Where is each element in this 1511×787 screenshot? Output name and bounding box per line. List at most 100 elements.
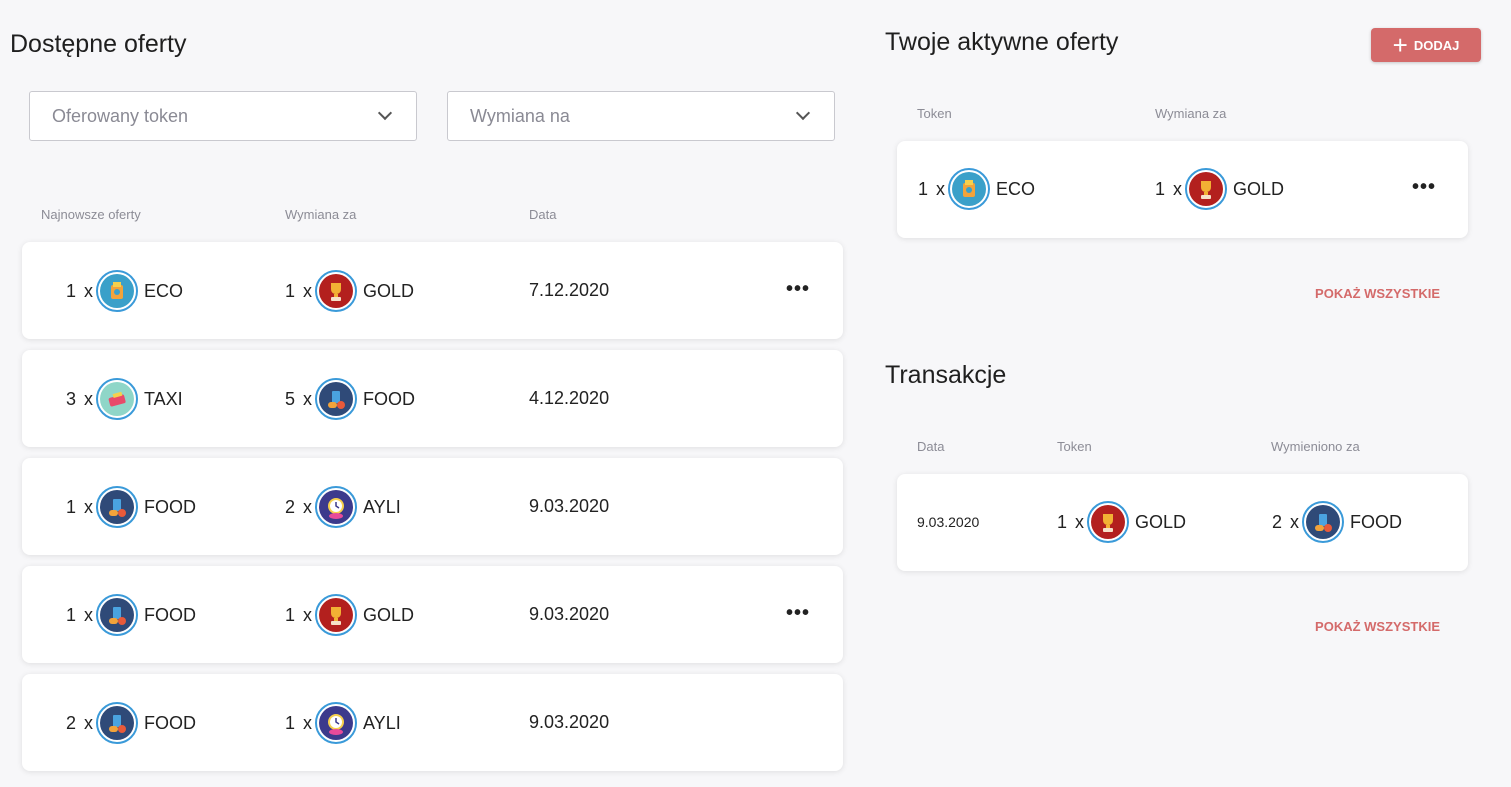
exchange-token-placeholder: Wymiana na bbox=[470, 105, 570, 126]
taxi-token-icon bbox=[96, 378, 139, 420]
offered-token-name: FOOD bbox=[144, 496, 197, 517]
offered-token: 1 x FOOD bbox=[66, 594, 196, 636]
available-offers-title: Dostępne oferty bbox=[10, 30, 187, 58]
times-sign: x bbox=[303, 496, 313, 517]
add-offer-button[interactable]: + DODAJ bbox=[1371, 28, 1481, 62]
offer-date: 4.12.2020 bbox=[529, 388, 610, 408]
add-offer-label: DODAJ bbox=[1413, 37, 1460, 53]
food-token-icon bbox=[315, 378, 358, 420]
offered-token: 1 x ECO bbox=[918, 168, 1035, 210]
times-sign: x bbox=[84, 496, 94, 517]
user-panel: Twoje aktywne oferty + DODAJ Token Wymia… bbox=[885, 0, 1485, 787]
food-token-icon bbox=[96, 486, 139, 528]
offered-token-select[interactable]: Oferowany token bbox=[29, 91, 417, 141]
column-header-token: Token bbox=[1057, 439, 1092, 454]
offered-token-name: ECO bbox=[996, 178, 1036, 199]
offer-row[interactable]: 1 x FOOD 2 x AYLI 9.03.2020 bbox=[22, 458, 843, 555]
food-token-icon bbox=[96, 594, 139, 636]
exchange-qty: 5 bbox=[285, 388, 296, 409]
transaction-date: 9.03.2020 bbox=[917, 514, 980, 530]
times-sign: x bbox=[1290, 511, 1300, 532]
eco-token-icon bbox=[96, 270, 139, 312]
offered-qty: 1 bbox=[66, 280, 77, 301]
exchange-token: 1 x GOLD bbox=[1155, 168, 1284, 210]
times-sign: x bbox=[84, 712, 94, 733]
exchange-qty: 1 bbox=[1155, 178, 1166, 199]
times-sign: x bbox=[303, 388, 313, 409]
offered-qty: 1 bbox=[918, 178, 929, 199]
offered-token-name: ECO bbox=[144, 280, 184, 301]
times-sign: x bbox=[84, 280, 94, 301]
column-header-date: Data bbox=[529, 207, 557, 222]
offer-row[interactable]: 1 x ECO 1 x GOLD 7.12.2020 ••• bbox=[22, 242, 843, 339]
transaction-row[interactable]: 9.03.2020 1 x GOLD 2 x FOOD bbox=[897, 474, 1468, 571]
ayli-token-icon bbox=[315, 486, 358, 528]
exchange-token-select[interactable]: Wymiana na bbox=[447, 91, 835, 141]
more-options-icon[interactable]: ••• bbox=[786, 278, 811, 300]
chevron-down-icon bbox=[795, 105, 811, 121]
transaction-exchanged-token: 2 x FOOD bbox=[1272, 501, 1402, 543]
offer-row[interactable]: 2 x FOOD 1 x AYLI 9.03.2020 bbox=[22, 674, 843, 771]
offer-date: 7.12.2020 bbox=[529, 280, 610, 300]
food-token-icon bbox=[1302, 501, 1345, 543]
offered-token: 1 x ECO bbox=[66, 270, 183, 312]
times-sign: x bbox=[84, 604, 94, 625]
transactions-title: Transakcje bbox=[885, 361, 1007, 389]
times-sign: x bbox=[1173, 178, 1183, 199]
offered-qty: 3 bbox=[66, 388, 77, 409]
column-header-token: Token bbox=[917, 106, 952, 121]
gold-token-icon bbox=[1185, 168, 1228, 210]
exchanged-token-name: FOOD bbox=[1350, 511, 1403, 532]
exchange-token-name: AYLI bbox=[363, 496, 401, 517]
active-offers-title: Twoje aktywne oferty bbox=[885, 28, 1119, 56]
show-all-active-offers-link[interactable]: POKAŻ WSZYSTKIE bbox=[1315, 286, 1440, 301]
times-sign: x bbox=[303, 280, 313, 301]
exchange-qty: 1 bbox=[285, 280, 296, 301]
offered-qty: 1 bbox=[66, 496, 77, 517]
show-all-transactions-link[interactable]: POKAŻ WSZYSTKIE bbox=[1315, 619, 1440, 634]
exchange-token: 5 x FOOD bbox=[285, 378, 415, 420]
more-options-icon[interactable]: ••• bbox=[1412, 176, 1437, 198]
offered-token-name: TAXI bbox=[144, 388, 183, 409]
exchange-qty: 1 bbox=[285, 604, 296, 625]
offer-row[interactable]: 1 x FOOD 1 x GOLD 9.03.2020 ••• bbox=[22, 566, 843, 663]
exchange-token-name: FOOD bbox=[363, 388, 416, 409]
exchange-token-name: GOLD bbox=[1233, 178, 1285, 199]
times-sign: x bbox=[936, 178, 946, 199]
offered-token-placeholder: Oferowany token bbox=[52, 105, 189, 126]
times-sign: x bbox=[303, 604, 313, 625]
column-header-exchanged: Wymieniono za bbox=[1271, 439, 1360, 454]
offered-token: 3 x TAXI bbox=[66, 378, 183, 420]
gold-token-icon bbox=[1087, 501, 1130, 543]
exchange-token: 2 x AYLI bbox=[285, 486, 401, 528]
offered-token-name: FOOD bbox=[144, 712, 197, 733]
active-offer-row[interactable]: 1 x ECO 1 x GOLD ••• bbox=[897, 141, 1468, 238]
eco-token-icon bbox=[948, 168, 991, 210]
ayli-token-icon bbox=[315, 702, 358, 744]
offer-date: 9.03.2020 bbox=[529, 496, 610, 516]
column-header-newest: Najnowsze oferty bbox=[41, 207, 141, 222]
transaction-token: 1 x GOLD bbox=[1057, 501, 1186, 543]
token-name: GOLD bbox=[1135, 511, 1187, 532]
offer-row[interactable]: 3 x TAXI 5 x FOOD 4.12.2020 bbox=[22, 350, 843, 447]
offered-token: 2 x FOOD bbox=[66, 702, 196, 744]
offered-qty: 2 bbox=[66, 712, 77, 733]
token-qty: 1 bbox=[1057, 511, 1068, 532]
column-header-exchange: Wymiana za bbox=[285, 207, 357, 222]
exchange-token: 1 x AYLI bbox=[285, 702, 401, 744]
times-sign: x bbox=[84, 388, 94, 409]
exchange-token: 1 x GOLD bbox=[285, 270, 414, 312]
exchange-qty: 1 bbox=[285, 712, 296, 733]
column-header-exchange: Wymiana za bbox=[1155, 106, 1227, 121]
gold-token-icon bbox=[315, 594, 358, 636]
chevron-down-icon bbox=[377, 105, 393, 121]
exchange-qty: 2 bbox=[285, 496, 296, 517]
food-token-icon bbox=[96, 702, 139, 744]
column-header-date: Data bbox=[917, 439, 945, 454]
exchange-token-name: GOLD bbox=[363, 280, 415, 301]
gold-token-icon bbox=[315, 270, 358, 312]
times-sign: x bbox=[1075, 511, 1085, 532]
exchange-token-name: AYLI bbox=[363, 712, 401, 733]
more-options-icon[interactable]: ••• bbox=[786, 602, 811, 624]
exchange-token-name: GOLD bbox=[363, 604, 415, 625]
